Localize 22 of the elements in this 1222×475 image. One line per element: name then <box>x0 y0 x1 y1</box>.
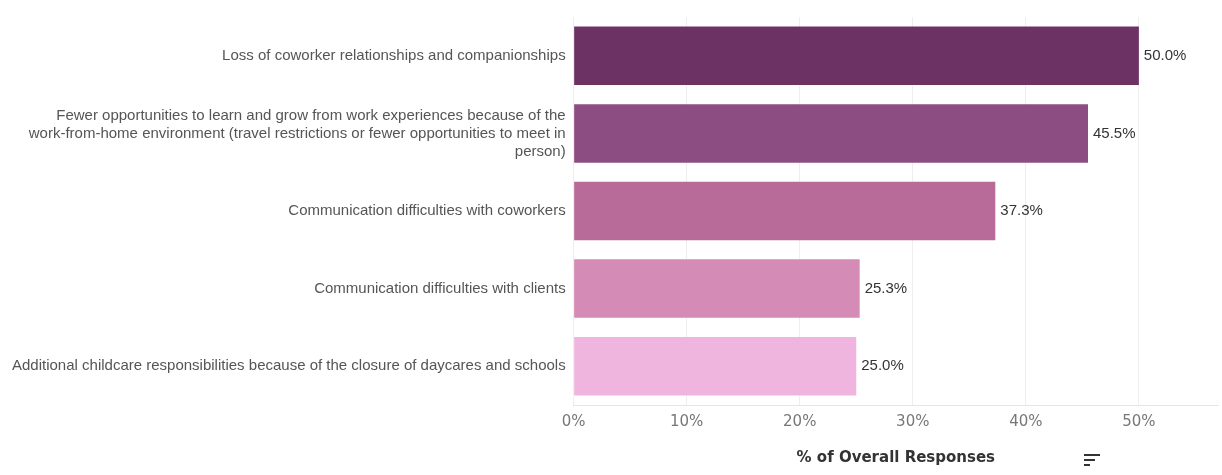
bar <box>574 104 1088 163</box>
data-label: 25.3% <box>864 278 908 296</box>
data-label: 45.5% <box>1093 123 1136 141</box>
data-label: 25.0% <box>861 356 904 374</box>
y-tick-label: Communication difficulties with coworkers <box>288 201 566 219</box>
y-tick-label: Additional childcare responsibilities because of the closure of daycares and schools <box>12 356 566 374</box>
data-label: 50.0% <box>1143 45 1187 63</box>
x-tick-label: 50% <box>1122 411 1156 430</box>
x-axis-title: % of Overall Responses <box>796 447 996 466</box>
y-tick-label: Loss of coworker relationships and companionships <box>222 45 566 63</box>
bar <box>574 181 996 241</box>
y-tick-label: Fewer opportunities to learn and grow from work experiences because of the work-from-home environment (travel restrictions or fewer opportunities to meet in person) <box>27 105 566 159</box>
bar <box>574 26 1139 86</box>
x-tick-label: 40% <box>1009 411 1043 430</box>
data-label: 37.3% <box>1000 201 1043 219</box>
bar <box>574 259 860 318</box>
x-tick-label: 0% <box>561 411 586 430</box>
y-tick-label: Communication difficulties with clients <box>314 278 566 296</box>
bar <box>574 336 857 396</box>
x-tick-label: 10% <box>670 411 704 430</box>
x-tick-label: 30% <box>896 411 930 430</box>
x-tick-label: 20% <box>783 411 817 430</box>
